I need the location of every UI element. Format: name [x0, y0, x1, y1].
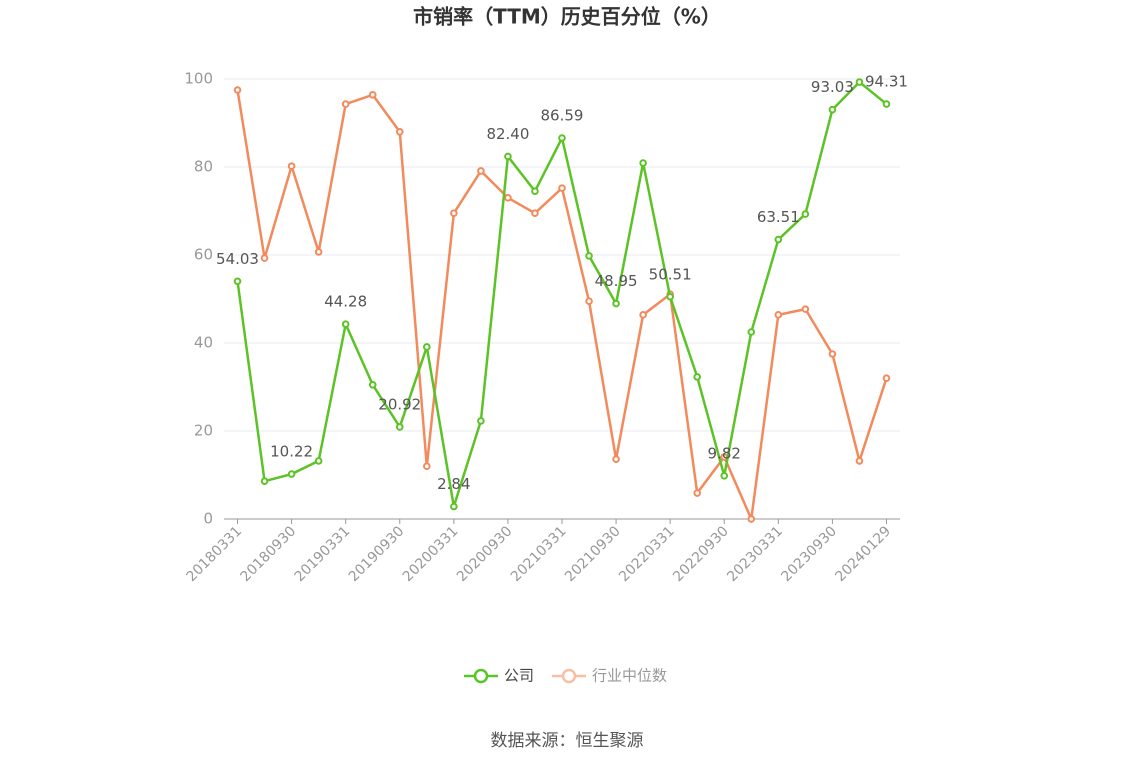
- data-point: [801, 210, 810, 218]
- data-point: [477, 417, 485, 425]
- data-label: 50.51: [649, 265, 692, 283]
- data-point: [423, 343, 431, 351]
- data-point: [774, 311, 783, 319]
- data-point: [612, 299, 620, 308]
- data-point: [747, 515, 756, 523]
- y-tick-label: 0: [203, 510, 213, 528]
- data-point: [882, 100, 891, 108]
- data-point: [558, 184, 566, 192]
- x-tick-label: 20210331: [508, 523, 570, 585]
- data-point: [423, 462, 431, 471]
- data-point: [666, 292, 674, 301]
- data-point: [395, 128, 404, 136]
- data-point: [639, 159, 647, 167]
- data-point: [828, 350, 837, 358]
- data-point: [287, 470, 296, 478]
- data-point: [828, 105, 837, 114]
- x-tick-label: 20190331: [292, 523, 354, 585]
- data-point: [368, 91, 377, 99]
- data-point: [450, 502, 458, 511]
- x-tick-label: 20200930: [454, 523, 516, 585]
- data-point: [855, 457, 864, 465]
- data-label: 86.59: [541, 107, 584, 125]
- data-point: [450, 209, 458, 217]
- legend-label: 行业中位数: [592, 667, 667, 685]
- data-point: [774, 235, 783, 244]
- data-point: [314, 248, 323, 256]
- y-tick-label: 100: [184, 70, 213, 88]
- data-point: [314, 457, 323, 465]
- data-label: 9.82: [708, 444, 741, 462]
- data-point: [504, 194, 512, 202]
- x-tick-label: 20240129: [832, 523, 894, 585]
- data-label: 82.40: [486, 125, 529, 143]
- data-point: [260, 477, 269, 485]
- data-point: [287, 162, 296, 170]
- data-point: [585, 297, 593, 306]
- data-point: [882, 374, 891, 383]
- data-label: 44.28: [324, 293, 367, 311]
- data-label: 10.22: [270, 443, 313, 461]
- source: 数据来源：恒生聚源: [491, 731, 644, 751]
- legend-label: 公司: [504, 667, 534, 685]
- x-tick-label: 20230930: [778, 523, 840, 585]
- data-point: [395, 423, 404, 431]
- data-point: [693, 489, 702, 497]
- x-tick-label: 20200331: [400, 523, 462, 585]
- data-point: [260, 254, 269, 262]
- data-point: [693, 373, 702, 381]
- data-point: [639, 311, 647, 319]
- legend-marker: [473, 668, 489, 684]
- data-label: 93.03: [811, 78, 854, 96]
- x-tick-label: 20220930: [670, 523, 732, 585]
- chart-title: 市销率（TTM）历史百分位（%）: [413, 5, 721, 29]
- data-point: [855, 78, 864, 86]
- x-tick-label: 20210930: [562, 523, 624, 585]
- x-tick-label: 20180930: [238, 523, 300, 585]
- data-point: [531, 187, 539, 195]
- data-point: [477, 167, 485, 175]
- data-point: [747, 328, 756, 336]
- x-tick-label: 20180331: [183, 523, 245, 585]
- y-tick-label: 40: [194, 334, 213, 352]
- data-point: [531, 209, 539, 217]
- x-tick-label: 20190930: [346, 523, 408, 585]
- data-label: 20.92: [378, 395, 421, 413]
- data-point: [585, 252, 593, 260]
- data-label: 94.31: [865, 73, 908, 91]
- data-point: [612, 455, 620, 463]
- y-tick-label: 20: [194, 422, 213, 440]
- y-tick-label: 80: [194, 158, 213, 176]
- data-point: [504, 152, 512, 161]
- data-label: 2.84: [437, 475, 470, 493]
- data-point: [233, 277, 242, 286]
- data-label: 63.51: [757, 208, 800, 226]
- x-tick-label: 20220331: [616, 523, 678, 585]
- data-point: [720, 471, 729, 480]
- data-point: [233, 86, 242, 94]
- data-point: [801, 305, 810, 313]
- data-point: [341, 100, 350, 108]
- data-point: [341, 320, 350, 328]
- data-point: [368, 381, 377, 389]
- data-label: 48.95: [595, 272, 638, 290]
- data-point: [558, 134, 566, 142]
- y-tick-label: 60: [194, 246, 213, 264]
- x-tick-label: 20230331: [724, 523, 786, 585]
- data-label: 54.03: [216, 250, 259, 268]
- legend-marker: [561, 668, 577, 684]
